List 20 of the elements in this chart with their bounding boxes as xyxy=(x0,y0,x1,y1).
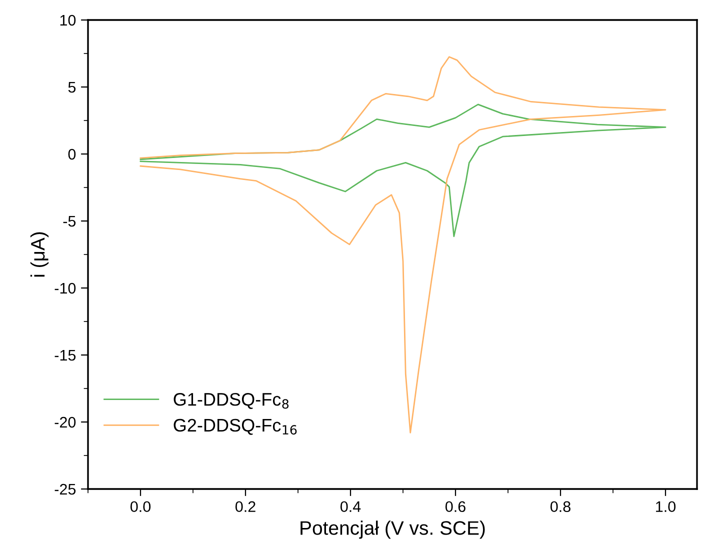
x-tick-label: 0.0 xyxy=(130,501,151,512)
legend-label: G2-DDSQ-Fc$_{16}$ xyxy=(174,418,297,435)
x-tick-label: 0.4 xyxy=(340,501,361,512)
y-axis-title: i (μA) xyxy=(30,232,49,277)
legend-label: G1-DDSQ-Fc$_{8}$ xyxy=(174,392,289,410)
y-tick-label: -10 xyxy=(54,282,76,294)
y-tick-label: -5 xyxy=(63,216,76,227)
line-series xyxy=(140,56,666,434)
x-tick-label: 0.2 xyxy=(235,501,256,512)
y-tick-label: 5 xyxy=(68,82,76,93)
y-tick-label: -20 xyxy=(54,416,76,428)
x-axis-title: Potencjał (V vs. SCE) xyxy=(300,520,485,539)
y-tick-label: 10 xyxy=(60,14,76,26)
x-tick-label: 0.8 xyxy=(550,501,570,512)
x-tick-label: 1.0 xyxy=(656,501,676,512)
y-tick-label: -25 xyxy=(54,484,76,495)
y-tick-label: -15 xyxy=(54,350,76,361)
y-tick-label: 0 xyxy=(68,148,76,160)
x-tick-label: 0.6 xyxy=(445,501,466,512)
line-series xyxy=(140,104,666,238)
